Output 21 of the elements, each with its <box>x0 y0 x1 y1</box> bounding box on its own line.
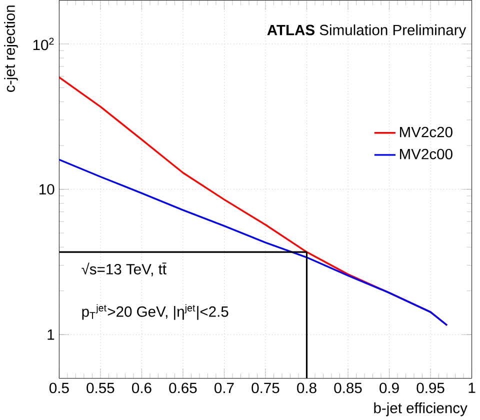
legend-label: MV2c20 <box>400 126 452 138</box>
x-axis-title: b-jet efficiency <box>374 402 468 416</box>
x-tick-label: 0.6 <box>132 382 152 394</box>
legend-label: MV2c00 <box>400 148 452 160</box>
x-tick-label: 0.8 <box>297 382 316 394</box>
annotation: √s=13 TeV, tt̄ <box>82 262 166 276</box>
x-tick-label: 0.7 <box>214 382 234 394</box>
y-tick-label: 10 <box>40 184 54 194</box>
x-tick-label: 0.5 <box>49 382 69 394</box>
x-tick-label: 0.75 <box>252 382 280 394</box>
x-tick-label: 1 <box>468 382 476 393</box>
y-tick-label: 1 <box>48 329 54 340</box>
x-tick-label: 0.65 <box>169 382 197 394</box>
y-tick-label: 10$^{2}$ <box>33 38 54 50</box>
x-tick-label: 0.55 <box>86 382 114 394</box>
x-tick-label: 0.9 <box>380 382 399 394</box>
x-tick-label: 0.95 <box>416 382 444 394</box>
x-tick-label: 0.85 <box>334 382 362 394</box>
annotation: ATLAS Simulation Preliminary <box>267 24 466 38</box>
annotation: p$_{T}$$^{jet}$>20 GeV, |η$^{jet}$|<2.5 <box>82 304 228 320</box>
y-axis-title: c-jet rejection <box>4 5 18 92</box>
